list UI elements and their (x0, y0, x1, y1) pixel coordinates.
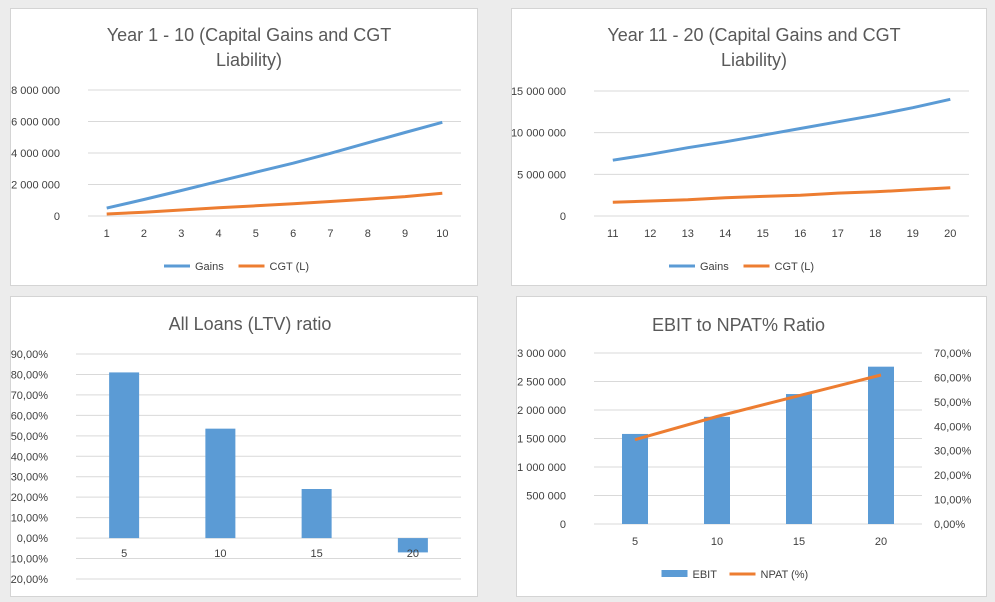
y-tick-label: 15 000 000 (512, 86, 566, 98)
bar-ebit (704, 416, 730, 524)
x-tick-label: 8 (365, 228, 371, 240)
x-tick-label: 11 (607, 228, 618, 240)
y2-tick-label: 60,00% (934, 372, 972, 384)
y-tick-label: 0 (560, 519, 566, 531)
x-tick-label: 5 (632, 536, 638, 548)
y-tick-label: 60,00% (11, 410, 48, 422)
chart-title: EBIT to NPAT% Ratio (652, 315, 825, 335)
legend-label: Gains (700, 261, 729, 273)
y-tick-label: -20,00% (11, 574, 48, 586)
x-tick-label: 10 (214, 548, 226, 560)
x-tick-label: 15 (757, 228, 769, 240)
chart-panel-ebit-npat: EBIT to NPAT% Ratio 0 500 000 1 000 000 1 50… (516, 296, 987, 597)
y-tick-label: 70,00% (11, 390, 48, 402)
chart-title: Year 1 - 10 (Capital Gains and CGT (107, 25, 391, 45)
chart-title: Year 11 - 20 (Capital Gains and CGT (607, 25, 900, 45)
y2-tick-label: 50,00% (934, 397, 972, 409)
y-tick-label: 50,00% (11, 431, 48, 443)
x-tick-label: 6 (290, 228, 296, 240)
y-tick-label: 20,00% (11, 492, 48, 504)
chart-panel-ltv-ratio: All Loans (LTV) ratio -20,00% -10,00% 0,00%… (10, 296, 478, 597)
y-tick-label: 10,00% (11, 513, 48, 525)
y-tick-label: 0,00% (17, 533, 48, 545)
x-tick-label: 20 (875, 536, 887, 548)
y-tick-label: 30,00% (11, 472, 48, 484)
x-tick-label: 4 (215, 228, 221, 240)
x-tick-label: 1 (104, 228, 110, 240)
bar (109, 372, 140, 539)
bar-ebit (868, 366, 894, 524)
line-chart-year-1-10: Year 1 - 10 (Capital Gains and CGT Liabil… (11, 25, 461, 273)
x-tick-label: 10 (436, 228, 448, 240)
x-tick-label: 15 (311, 548, 323, 560)
bar (397, 538, 428, 553)
legend-label: EBIT (693, 569, 718, 581)
series-line-npat (634, 373, 882, 442)
x-tick-label: 5 (253, 228, 259, 240)
y-tick-label: 0 (54, 211, 60, 223)
y-tick-label: 2 500 000 (517, 377, 566, 389)
y-tick-label: 40,00% (11, 451, 48, 463)
y2-tick-label: 30,00% (934, 446, 972, 458)
series-line-gains (612, 97, 951, 162)
combo-chart-ebit-npat: EBIT to NPAT% Ratio 0 500 000 1 000 000 1 50… (517, 315, 972, 581)
chart-title: Liability) (721, 50, 787, 70)
y2-tick-label: 0,00% (934, 519, 965, 531)
bar-chart-ltv-ratio: All Loans (LTV) ratio -20,00% -10,00% 0,00%… (11, 314, 461, 586)
bar (205, 428, 236, 539)
y-tick-label: 0 (560, 211, 566, 223)
x-tick-label: 20 (944, 228, 956, 240)
legend-swatch-ebit (661, 570, 688, 577)
legend-label: NPAT (%) (761, 569, 809, 581)
series-line-cgt-l- (106, 191, 443, 216)
x-tick-label: 10 (711, 536, 723, 548)
x-tick-label: 12 (644, 228, 656, 240)
chart-panel-capital-gains-1-10: Year 1 - 10 (Capital Gains and CGT Liabil… (10, 8, 478, 286)
line-chart-year-11-20: Year 11 - 20 (Capital Gains and CGT Liabi… (512, 25, 969, 273)
x-tick-label: 9 (402, 228, 408, 240)
y-tick-label: 500 000 (526, 491, 566, 503)
x-tick-label: 3 (178, 228, 184, 240)
y-tick-label: 2 000 000 (11, 180, 60, 192)
y-tick-label: 6 000 000 (11, 117, 60, 129)
chart-title: Liability) (216, 50, 282, 70)
x-tick-label: 17 (832, 228, 844, 240)
x-tick-label: 18 (869, 228, 881, 240)
series-line-gains (106, 120, 443, 210)
y-tick-label: 4 000 000 (11, 148, 60, 160)
legend-label: CGT (L) (775, 261, 815, 273)
chart-title: All Loans (LTV) ratio (169, 314, 332, 334)
y-tick-label: 80,00% (11, 369, 48, 381)
legend-label: CGT (L) (270, 261, 310, 273)
y-tick-label: -10,00% (11, 554, 48, 566)
y-tick-label: 90,00% (11, 349, 48, 361)
x-tick-label: 16 (794, 228, 806, 240)
x-tick-label: 2 (141, 228, 147, 240)
x-tick-label: 20 (407, 548, 419, 560)
x-tick-label: 13 (682, 228, 694, 240)
y-tick-label: 8 000 000 (11, 85, 60, 97)
legend-label: Gains (195, 261, 224, 273)
y2-tick-label: 10,00% (934, 495, 972, 507)
bar (301, 489, 332, 539)
y2-tick-label: 70,00% (934, 348, 972, 360)
x-tick-label: 14 (719, 228, 731, 240)
y-tick-label: 5 000 000 (517, 169, 566, 181)
y-tick-label: 1 000 000 (517, 462, 566, 474)
x-tick-label: 7 (327, 228, 333, 240)
y-tick-label: 2 000 000 (517, 405, 566, 417)
y2-tick-label: 40,00% (934, 421, 972, 433)
bar-ebit (622, 433, 648, 524)
x-tick-label: 15 (793, 536, 805, 548)
y-tick-label: 10 000 000 (512, 128, 566, 140)
chart-panel-capital-gains-11-20: Year 11 - 20 (Capital Gains and CGT Liabi… (511, 8, 987, 286)
bar-ebit (786, 394, 812, 524)
series-line-cgt-l- (612, 186, 951, 204)
x-tick-label: 19 (907, 228, 919, 240)
y-tick-label: 3 000 000 (517, 348, 566, 360)
x-tick-label: 5 (121, 548, 127, 560)
y-tick-label: 1 500 000 (517, 434, 566, 446)
y2-tick-label: 20,00% (934, 470, 972, 482)
